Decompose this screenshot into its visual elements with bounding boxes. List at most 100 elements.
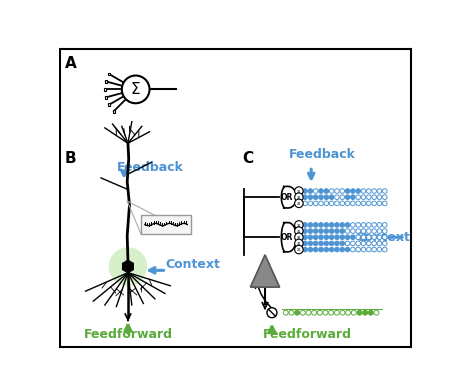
Circle shape [313,189,317,193]
Circle shape [371,189,375,193]
Circle shape [371,235,375,240]
Text: s: s [297,247,300,252]
Circle shape [381,189,386,193]
Circle shape [350,247,354,252]
Circle shape [318,247,323,252]
Circle shape [329,223,333,227]
Circle shape [339,189,344,193]
Circle shape [313,229,317,233]
Circle shape [355,201,360,206]
Circle shape [345,201,349,206]
Text: Context: Context [355,231,409,244]
Circle shape [339,229,344,233]
Circle shape [334,201,338,206]
Circle shape [376,223,381,227]
Circle shape [376,195,381,200]
Circle shape [334,241,338,246]
Circle shape [323,235,328,240]
Circle shape [350,223,354,227]
Circle shape [381,247,386,252]
Circle shape [294,310,299,315]
Circle shape [294,187,302,195]
Circle shape [302,241,307,246]
Circle shape [350,195,354,200]
Circle shape [381,229,386,233]
Circle shape [308,195,312,200]
Text: OR: OR [280,193,293,202]
Circle shape [366,223,370,227]
Circle shape [345,223,349,227]
Circle shape [288,310,293,315]
Circle shape [334,223,338,227]
FancyBboxPatch shape [141,215,190,234]
Polygon shape [281,187,296,208]
Polygon shape [281,223,296,252]
Circle shape [311,310,316,315]
Circle shape [318,195,323,200]
Circle shape [339,247,344,252]
Text: s: s [297,229,300,234]
Circle shape [345,247,349,252]
Text: $\Sigma$: $\Sigma$ [130,82,140,97]
Circle shape [308,247,312,252]
Circle shape [339,195,344,200]
Bar [104,96,107,99]
Circle shape [339,235,344,240]
Circle shape [339,310,344,315]
Circle shape [350,241,354,246]
Circle shape [376,241,381,246]
Circle shape [376,235,381,240]
Circle shape [366,201,370,206]
Circle shape [328,310,333,315]
Circle shape [334,229,338,233]
Circle shape [305,310,310,315]
Circle shape [371,241,375,246]
Circle shape [318,201,323,206]
Circle shape [360,241,365,246]
Text: s: s [297,241,300,246]
Bar [107,73,110,75]
Text: OR: OR [280,233,293,242]
Text: s: s [297,235,300,240]
Circle shape [355,247,360,252]
Circle shape [308,201,312,206]
Circle shape [376,229,381,233]
Circle shape [294,227,302,235]
Circle shape [294,245,302,254]
Circle shape [323,195,328,200]
Circle shape [302,247,307,252]
Bar [107,103,110,106]
Circle shape [355,195,360,200]
Circle shape [266,308,276,318]
Circle shape [376,247,381,252]
Circle shape [108,247,147,286]
Bar [103,88,106,91]
Circle shape [334,189,338,193]
Circle shape [368,310,372,315]
Circle shape [350,201,354,206]
Circle shape [318,235,323,240]
Circle shape [355,223,360,227]
Circle shape [329,201,333,206]
Circle shape [355,241,360,246]
Circle shape [329,235,333,240]
Circle shape [360,189,365,193]
Circle shape [334,235,338,240]
Circle shape [294,233,302,241]
Circle shape [318,189,323,193]
Circle shape [339,223,344,227]
Circle shape [308,223,312,227]
Circle shape [350,189,354,193]
Circle shape [302,235,307,240]
Circle shape [345,189,349,193]
Circle shape [345,229,349,233]
Circle shape [308,235,312,240]
Circle shape [366,241,370,246]
Circle shape [345,235,349,240]
Circle shape [329,247,333,252]
Circle shape [313,195,317,200]
Circle shape [308,241,312,246]
Circle shape [381,241,386,246]
Circle shape [355,229,360,233]
Circle shape [360,247,365,252]
